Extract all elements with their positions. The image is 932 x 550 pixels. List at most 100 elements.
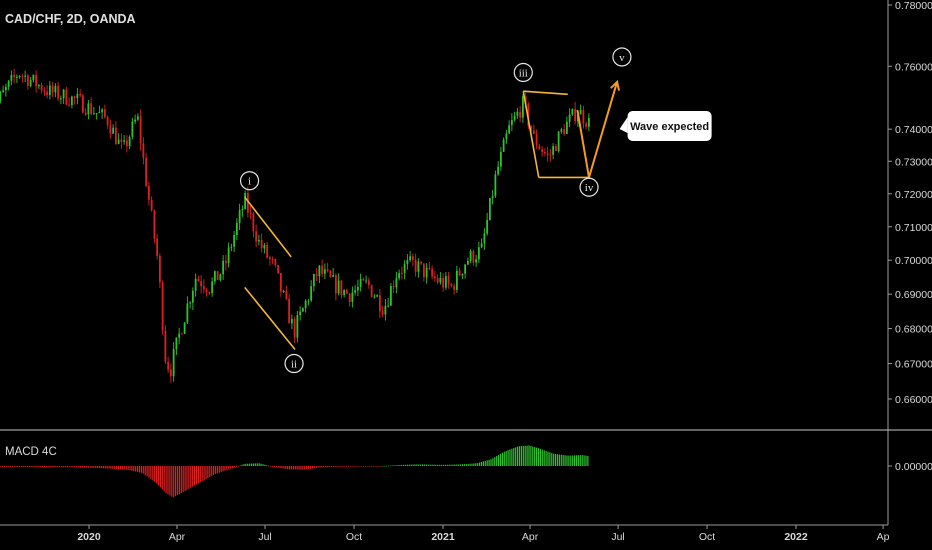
candle-body xyxy=(475,259,478,263)
macd-bar xyxy=(271,466,274,467)
candle-body xyxy=(499,151,502,167)
candle-body xyxy=(563,129,566,134)
candle-body xyxy=(213,271,216,282)
macd-bar xyxy=(195,466,198,485)
candle-body xyxy=(340,280,343,295)
macd-bar xyxy=(347,466,350,467)
candle-body xyxy=(24,75,27,77)
candle-body xyxy=(296,315,299,338)
macd-bar xyxy=(294,466,296,470)
macd-bar xyxy=(402,464,405,466)
macd-bar xyxy=(501,452,503,466)
macd-bar xyxy=(91,466,93,468)
price-tick-label: 0.69000 xyxy=(895,289,932,301)
candle-body xyxy=(147,185,150,200)
candle-body xyxy=(202,286,205,290)
macd-bar xyxy=(418,464,420,466)
candle-body xyxy=(37,85,40,87)
macd-bar xyxy=(427,464,429,466)
macd-bar xyxy=(15,466,17,467)
candle-body xyxy=(51,85,54,93)
macd-bar xyxy=(492,458,494,466)
macd-bar xyxy=(161,466,163,490)
macd-bar xyxy=(165,466,167,494)
candle-body xyxy=(552,146,555,155)
macd-bar xyxy=(357,466,359,467)
wave-label-circle xyxy=(284,353,304,374)
candle-body xyxy=(444,276,447,288)
macd-bar xyxy=(566,455,568,466)
macd-bar xyxy=(123,466,125,470)
candle-body xyxy=(54,85,57,93)
candle-body xyxy=(73,96,76,99)
macd-bar xyxy=(490,459,492,466)
candle-body xyxy=(472,251,475,263)
macd-bar xyxy=(332,466,334,467)
candle-body xyxy=(136,116,139,120)
macd-bar xyxy=(306,466,308,470)
symbol-title: CAD/CHF, 2D, OANDA xyxy=(5,12,136,26)
candle-body xyxy=(431,268,434,277)
time-tick-label: Apr xyxy=(169,531,186,543)
macd-bar xyxy=(266,465,268,466)
macd-bar xyxy=(237,466,239,467)
time-tick-label: 2022 xyxy=(784,531,808,543)
candle-body xyxy=(532,130,535,134)
macd-bar xyxy=(87,466,89,468)
macd-bar xyxy=(19,466,21,468)
macd-bar xyxy=(380,466,382,467)
candle-body xyxy=(389,286,392,306)
macd-bar xyxy=(100,466,103,469)
candle-body xyxy=(7,80,10,87)
macd-bar xyxy=(382,465,384,467)
macd-bar xyxy=(467,463,469,466)
candle-body xyxy=(433,276,436,279)
macd-bar xyxy=(404,464,407,466)
macd-tick-label: 0.00000 xyxy=(895,461,932,473)
candle-body xyxy=(546,153,549,155)
macd-bar xyxy=(216,466,218,474)
macd-bar xyxy=(199,466,201,483)
candle-body xyxy=(205,289,208,293)
candle-body xyxy=(285,290,288,299)
candle-body xyxy=(554,146,557,152)
macd-bar xyxy=(129,466,131,471)
macd-bar xyxy=(173,466,175,498)
candle-body xyxy=(35,74,38,87)
candle-body xyxy=(571,108,574,115)
candle-body xyxy=(579,109,582,115)
macd-bar xyxy=(59,466,61,468)
macd-bar xyxy=(465,464,467,466)
macd-bar xyxy=(477,463,479,466)
macd-bar xyxy=(211,466,213,476)
macd-bar xyxy=(268,465,270,467)
macd-bar xyxy=(410,464,412,466)
candle-body xyxy=(46,91,49,96)
macd-bar xyxy=(558,454,560,466)
macd-bar xyxy=(201,466,203,482)
candle-body xyxy=(101,109,104,113)
macd-bar xyxy=(456,464,458,466)
macd-bar xyxy=(351,466,353,467)
macd-bar xyxy=(471,463,473,466)
candle-body xyxy=(43,90,46,92)
macd-bar xyxy=(444,464,446,466)
macd-bar xyxy=(526,445,528,466)
macd-bar xyxy=(416,464,418,466)
candle-body xyxy=(95,112,98,114)
candle-body xyxy=(227,247,230,264)
macd-bar xyxy=(22,466,25,468)
candle-body xyxy=(508,125,511,134)
candle-body xyxy=(543,151,546,154)
macd-bar xyxy=(243,464,245,466)
macd-bar xyxy=(368,466,370,467)
macd-bar xyxy=(429,464,431,466)
candle-body xyxy=(128,136,131,147)
macd-bar xyxy=(70,466,72,468)
macd-bar xyxy=(163,466,165,492)
candle-body xyxy=(585,123,588,127)
candle-body xyxy=(530,125,533,131)
candle-body xyxy=(299,311,302,316)
price-tick-label: 0.71000 xyxy=(895,222,932,234)
